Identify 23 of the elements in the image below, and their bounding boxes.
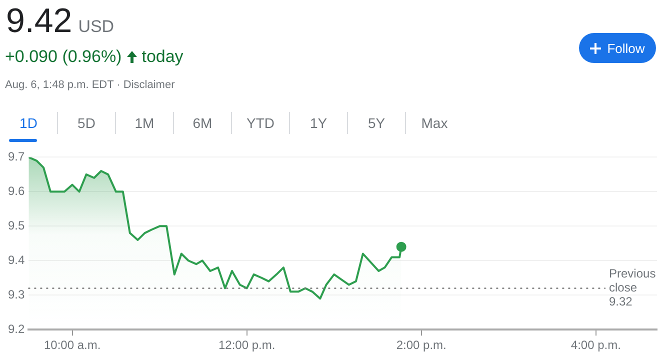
y-tick-label: 9.3: [8, 287, 25, 302]
x-tick-label: 2:00 p.m.: [396, 338, 446, 352]
x-tick-label: 12:00 p.m.: [218, 338, 276, 352]
text: 5Y: [348, 112, 406, 134]
text: 6M: [174, 112, 232, 134]
y-tick-label: 9.4: [8, 252, 25, 267]
y-tick-label: 9.2: [8, 322, 25, 336]
text: 1Y: [290, 112, 348, 134]
x-tick-label: 4:00 p.m.: [570, 338, 621, 352]
text: YTD: [232, 112, 290, 134]
text: 5D: [58, 112, 116, 134]
text: Max: [420, 114, 449, 133]
chart-title: 9.42 USD: [6, 2, 114, 40]
x-tick-label: 10:00 a.m.: [44, 338, 101, 352]
text: 1D: [0, 112, 58, 134]
ref-line-label: Previous close 9.32: [609, 266, 656, 309]
follow-button[interactable]: Follow: [579, 33, 656, 63]
y-tick-label: 9.5: [8, 218, 25, 232]
text: Aug. 6, 1:48 p.m. EDT · Disclaimer: [5, 79, 175, 91]
chart-subtitle: +0.090 (0.96%) today: [5, 47, 184, 67]
y-tick-label: 9.6: [8, 184, 25, 198]
y-tick-label: 9.7: [8, 150, 25, 164]
text: 1M: [116, 112, 174, 134]
